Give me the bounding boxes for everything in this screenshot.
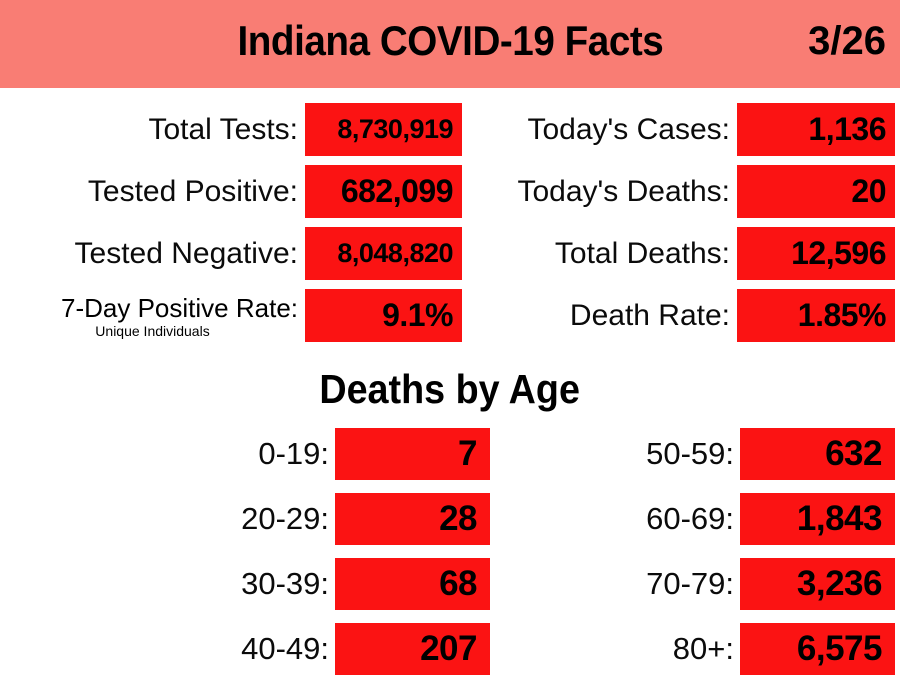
age-value: 68 — [439, 564, 477, 603]
age-label: 30-39: — [241, 566, 329, 601]
stat-value-box: 8,730,919 — [305, 103, 462, 156]
age-value: 3,236 — [796, 564, 883, 603]
age-label: 40-49: — [241, 631, 329, 666]
stat-value-box: 682,099 — [305, 165, 462, 218]
stats-column-right: Today's Cases: 1,136 Today's Deaths: 20 … — [462, 103, 900, 351]
stat-value-box: 12,596 — [737, 227, 895, 280]
age-label: 70-79: — [646, 566, 734, 601]
stat-value-box: 8,048,820 — [305, 227, 462, 280]
age-row-20-29: 20-29: 28 — [0, 493, 490, 545]
age-value: 1,843 — [796, 499, 883, 538]
stat-value: 8,048,820 — [337, 238, 453, 268]
page-title-text: Indiana COVID-19 Facts — [237, 17, 663, 64]
age-value-box: 207 — [335, 623, 490, 675]
stat-value-box: 1,136 — [737, 103, 895, 156]
page-title: Indiana COVID-19 Facts — [0, 17, 900, 65]
age-value-box: 68 — [335, 558, 490, 610]
age-value-box: 1,843 — [740, 493, 895, 545]
stat-label: Tested Positive: — [87, 174, 298, 208]
stat-row-todays-cases: Today's Cases: 1,136 — [462, 103, 900, 156]
age-row-40-49: 40-49: 207 — [0, 623, 490, 675]
stat-value: 682,099 — [340, 173, 454, 209]
stat-value: 1.85% — [797, 297, 887, 333]
stat-label: Today's Cases: — [527, 112, 731, 146]
age-label: 0-19: — [258, 436, 329, 471]
age-column-left: 0-19: 7 20-29: 28 30-39: 68 40-49: 207 — [0, 428, 490, 688]
deaths-by-age-title: Deaths by Age — [0, 366, 900, 413]
stat-value: 9.1% — [382, 297, 453, 333]
age-value: 6,575 — [796, 629, 883, 668]
age-value-box: 3,236 — [740, 558, 895, 610]
age-row-80-plus: 80+: 6,575 — [490, 623, 900, 675]
stats-column-left: Total Tests: 8,730,919 Tested Positive: … — [0, 103, 462, 351]
stat-row-todays-deaths: Today's Deaths: 20 — [462, 165, 900, 218]
age-value: 28 — [439, 499, 477, 538]
stat-value-box: 1.85% — [737, 289, 895, 342]
stat-label: Tested Negative: — [74, 236, 298, 270]
age-value-box: 7 — [335, 428, 490, 480]
age-value-box: 632 — [740, 428, 895, 480]
age-row-50-59: 50-59: 632 — [490, 428, 900, 480]
stat-value-box: 20 — [737, 165, 895, 218]
stat-label: 7-Day Positive Rate: — [61, 292, 298, 323]
stat-value-box: 9.1% — [305, 289, 462, 342]
age-row-0-19: 0-19: 7 — [0, 428, 490, 480]
stat-row-total-deaths: Total Deaths: 12,596 — [462, 227, 900, 280]
age-label: 50-59: — [646, 436, 734, 471]
age-value: 632 — [825, 434, 882, 473]
age-label: 60-69: — [646, 501, 734, 536]
stat-row-tested-negative: Tested Negative: 8,048,820 — [0, 227, 462, 280]
age-row-70-79: 70-79: 3,236 — [490, 558, 900, 610]
stat-value: 1,136 — [808, 111, 886, 147]
stat-row-death-rate: Death Rate: 1.85% — [462, 289, 900, 342]
deaths-by-age-title-text: Deaths by Age — [319, 366, 581, 412]
stat-label: Death Rate: — [569, 298, 730, 332]
stat-value: 20 — [851, 173, 886, 209]
stat-label: Total Deaths: — [554, 236, 730, 270]
stat-label: Total Tests: — [148, 112, 298, 146]
header-bar: Indiana COVID-19 Facts 3/26 — [0, 0, 900, 88]
age-value: 7 — [458, 434, 477, 473]
stat-row-tested-positive: Tested Positive: 682,099 — [0, 165, 462, 218]
age-row-60-69: 60-69: 1,843 — [490, 493, 900, 545]
age-value-box: 28 — [335, 493, 490, 545]
stat-sublabel: Unique Individuals — [95, 322, 210, 339]
stat-row-positive-rate: 7-Day Positive Rate: Unique Individuals … — [0, 289, 462, 342]
age-column-right: 50-59: 632 60-69: 1,843 70-79: 3,236 80+… — [490, 428, 900, 688]
age-value-box: 6,575 — [740, 623, 895, 675]
report-date: 3/26 — [808, 19, 886, 63]
stat-label-group: 7-Day Positive Rate: Unique Individuals — [0, 293, 305, 339]
stat-label: Today's Deaths: — [517, 174, 730, 208]
age-label: 80+: — [672, 631, 734, 666]
age-row-30-39: 30-39: 68 — [0, 558, 490, 610]
age-label: 20-29: — [241, 501, 329, 536]
age-value: 207 — [420, 629, 477, 668]
stat-value: 12,596 — [791, 235, 886, 271]
stat-row-total-tests: Total Tests: 8,730,919 — [0, 103, 462, 156]
stat-value: 8,730,919 — [337, 114, 453, 144]
